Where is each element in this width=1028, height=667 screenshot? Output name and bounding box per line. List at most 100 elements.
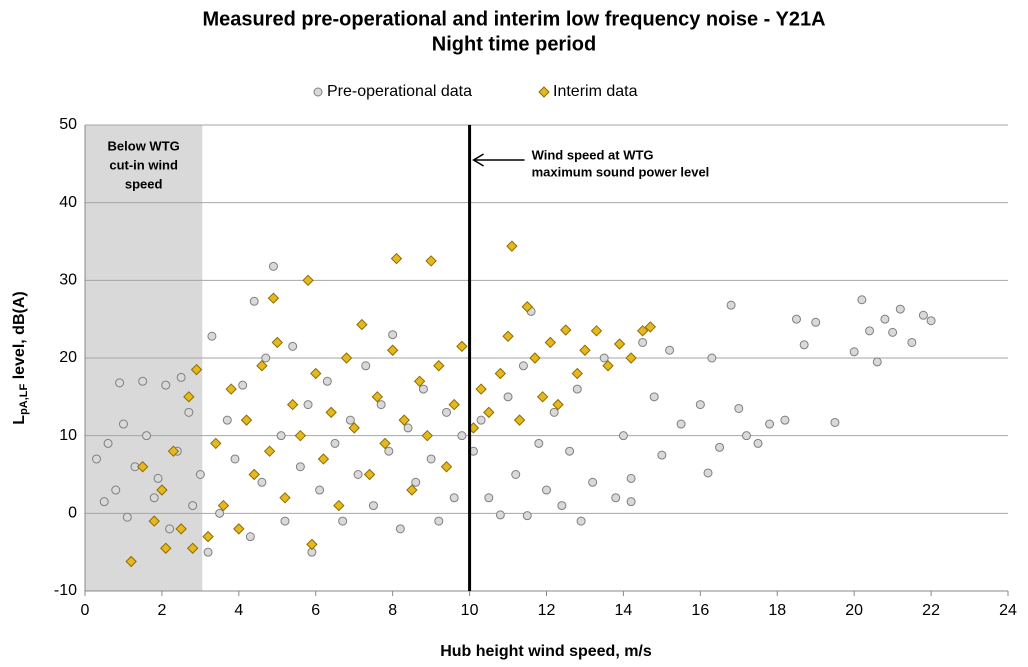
legend-marker <box>538 86 550 98</box>
interim-point <box>136 461 149 473</box>
interim-point <box>406 484 418 496</box>
pre-op-point <box>549 407 559 417</box>
pre-op-point <box>457 431 467 441</box>
interim-point <box>333 499 345 512</box>
pre-op-point <box>572 384 582 394</box>
y-tick-label: 10 <box>59 427 77 444</box>
chart-title: Night time period <box>432 33 596 55</box>
pre-op-point <box>518 361 528 371</box>
interim-point <box>590 325 603 337</box>
pre-op-point <box>176 372 186 382</box>
pre-op-point <box>395 524 405 534</box>
pre-op-point <box>345 415 355 425</box>
interim-point <box>379 437 391 450</box>
pre-op-point <box>376 400 386 410</box>
pre-op-point <box>676 419 686 429</box>
interim-point <box>398 414 410 426</box>
pre-op-point <box>449 493 459 503</box>
pre-op-point <box>103 438 113 448</box>
line-label: Wind speed at WTG <box>532 147 654 162</box>
y-tick-label: 20 <box>59 349 77 366</box>
pre-op-point <box>880 314 890 324</box>
interim-point <box>325 406 337 419</box>
interim-point <box>167 445 180 457</box>
x-tick-label: 18 <box>768 602 786 619</box>
pre-op-point <box>542 485 551 495</box>
pre-op-point <box>442 407 452 417</box>
interim-point <box>390 252 403 265</box>
pre-op-point <box>665 345 675 355</box>
y-tick-label: 30 <box>59 272 77 289</box>
shade-label: speed <box>125 176 163 191</box>
interim-point <box>475 383 487 395</box>
interim-point <box>552 398 564 411</box>
interim-point <box>579 344 591 356</box>
pre-op-point <box>649 392 659 402</box>
pre-op-point <box>261 353 271 363</box>
interim-point <box>294 429 307 442</box>
pre-op-point <box>184 407 194 417</box>
pre-op-point <box>534 438 544 448</box>
pre-op-point <box>280 516 290 526</box>
pre-op-point <box>565 446 575 456</box>
pre-op-point <box>384 446 394 456</box>
interim-point <box>644 321 657 333</box>
y-label-main: L <box>11 415 28 425</box>
x-tick-label: 2 <box>157 602 166 619</box>
pre-op-point <box>411 477 421 487</box>
pre-op-point <box>695 400 705 410</box>
x-tick-label: 4 <box>234 602 243 619</box>
x-tick-label: 10 <box>461 602 479 619</box>
pre-op-point <box>918 310 928 320</box>
pre-op-point <box>741 431 751 441</box>
pre-op-point <box>907 337 917 347</box>
pre-op-point <box>830 417 840 427</box>
y-label-sub: pA,LF <box>18 383 30 414</box>
pre-op-point <box>611 493 621 503</box>
pre-op-point <box>734 403 744 413</box>
pre-op-point <box>295 462 305 472</box>
pre-op-point <box>245 532 255 542</box>
pre-op-point <box>638 337 648 347</box>
interim-point <box>248 468 260 481</box>
shade-label: Below WTG <box>108 138 180 153</box>
shade-label: cut-in wind <box>109 157 178 172</box>
pre-op-point <box>203 547 213 557</box>
pre-op-point <box>599 353 609 363</box>
interim-point <box>356 318 368 331</box>
interim-point <box>613 338 626 350</box>
pre-op-point <box>161 380 171 390</box>
pre-op-point <box>765 419 775 429</box>
interim-point <box>602 360 614 372</box>
interim-point <box>483 406 495 419</box>
interim-point <box>371 391 383 403</box>
interim-point <box>310 367 322 380</box>
pre-op-point <box>588 477 598 487</box>
pre-op-point <box>338 516 348 526</box>
interim-point <box>267 292 280 304</box>
pre-op-point <box>495 510 505 520</box>
pre-op-point <box>92 454 102 464</box>
interim-point <box>440 461 453 473</box>
x-axis-label: Hub height wind speed, m/s <box>440 643 652 660</box>
pre-op-point <box>361 361 371 371</box>
pre-op-point <box>222 415 232 425</box>
y-tick-label: 50 <box>59 116 77 133</box>
pre-op-point <box>230 454 240 464</box>
interim-point <box>529 352 541 364</box>
pre-op-point <box>149 493 159 503</box>
pre-op-point <box>257 477 267 487</box>
pre-op-point <box>626 497 636 507</box>
interim-point <box>536 391 549 403</box>
interim-point <box>521 301 533 313</box>
interim-point <box>386 344 399 356</box>
pre-op-point <box>122 512 132 522</box>
pre-op-point <box>195 470 205 479</box>
pre-op-point <box>926 316 936 326</box>
interim-point <box>217 499 230 512</box>
line-label: maximum sound power level <box>532 164 710 179</box>
interim-point <box>363 468 376 481</box>
x-tick-label: 12 <box>538 602 556 619</box>
pre-op-point <box>426 454 436 464</box>
